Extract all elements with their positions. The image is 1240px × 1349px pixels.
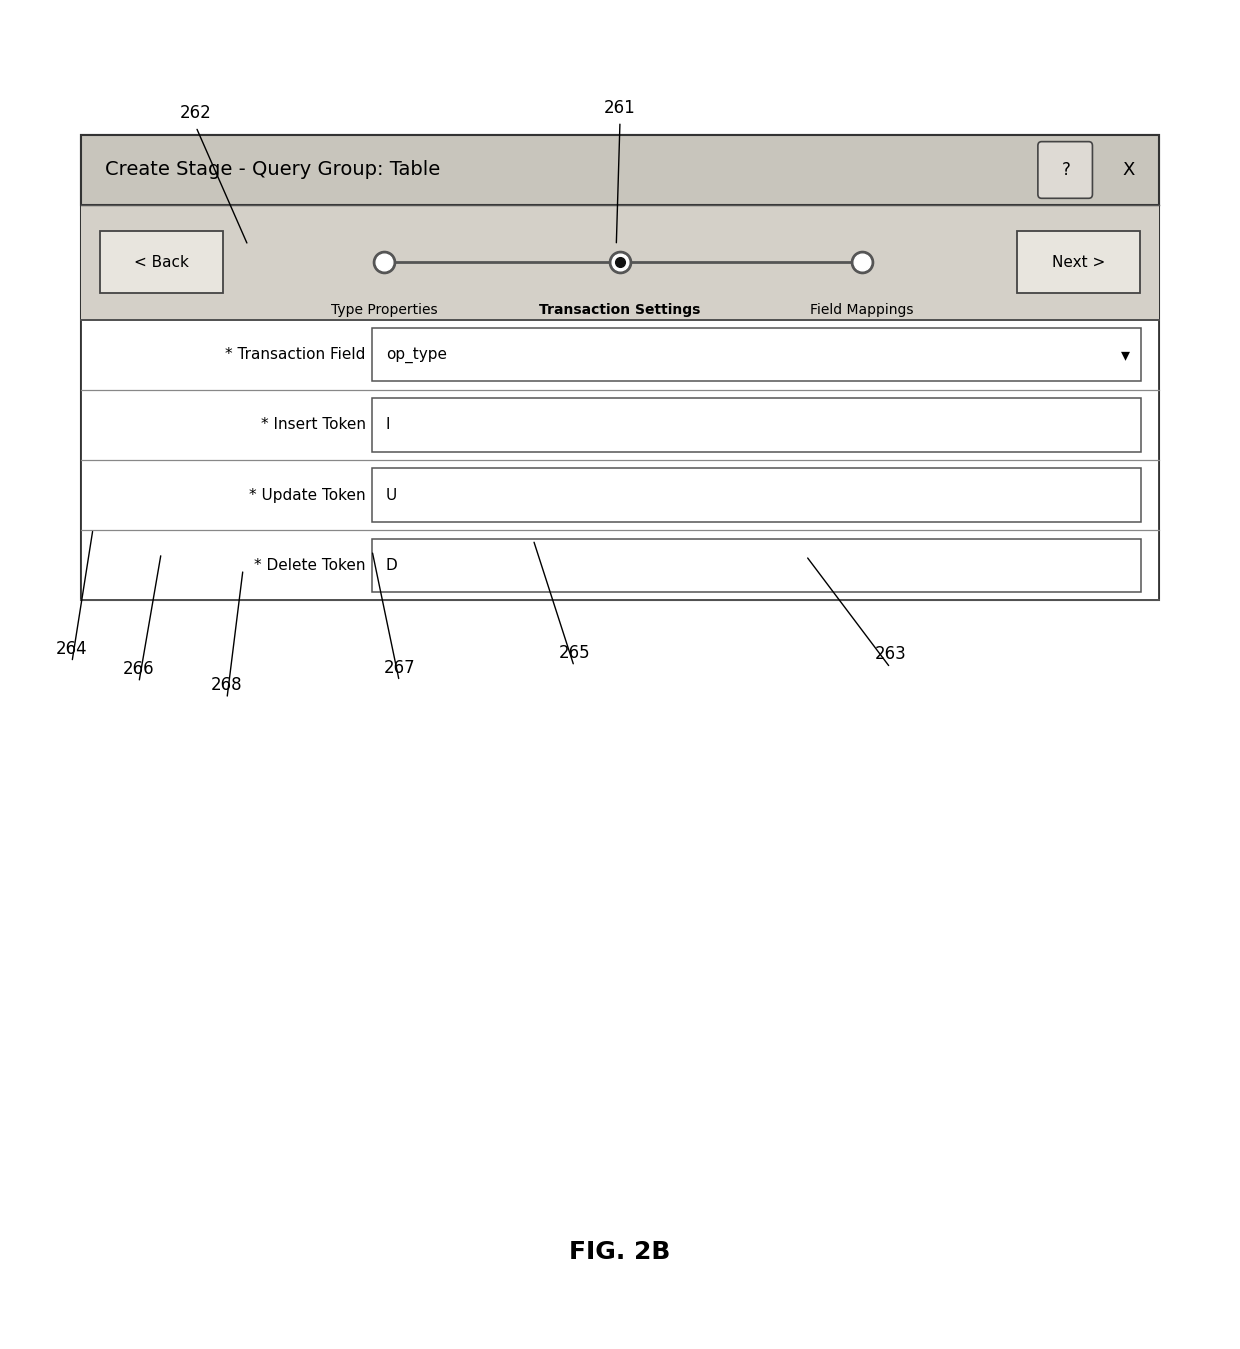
Text: Next >: Next >: [1052, 255, 1105, 270]
Text: U: U: [386, 487, 397, 503]
Text: Field Mappings: Field Mappings: [810, 304, 914, 317]
Text: 267: 267: [383, 658, 415, 677]
Text: * Update Token: * Update Token: [249, 487, 366, 503]
Text: X: X: [1122, 161, 1135, 179]
Text: ?: ?: [1061, 161, 1071, 179]
FancyBboxPatch shape: [81, 320, 1159, 600]
Text: I: I: [386, 417, 391, 433]
FancyBboxPatch shape: [81, 205, 1159, 320]
FancyBboxPatch shape: [100, 232, 223, 294]
Text: 262: 262: [180, 104, 212, 123]
Text: 261: 261: [604, 98, 636, 117]
Text: 266: 266: [123, 660, 155, 679]
Text: 264: 264: [56, 639, 88, 658]
Text: 268: 268: [211, 676, 243, 695]
FancyBboxPatch shape: [372, 538, 1141, 592]
FancyBboxPatch shape: [1017, 232, 1140, 294]
FancyBboxPatch shape: [372, 468, 1141, 522]
FancyBboxPatch shape: [81, 135, 1159, 600]
Text: ▾: ▾: [1121, 345, 1130, 364]
Text: 265: 265: [558, 643, 590, 662]
Text: Type Properties: Type Properties: [331, 304, 438, 317]
Text: D: D: [386, 557, 397, 573]
FancyBboxPatch shape: [372, 328, 1141, 382]
Text: < Back: < Back: [134, 255, 190, 270]
Text: Create Stage - Query Group: Table: Create Stage - Query Group: Table: [105, 161, 440, 179]
FancyBboxPatch shape: [81, 135, 1159, 205]
FancyBboxPatch shape: [1038, 142, 1092, 198]
Text: op_type: op_type: [386, 347, 446, 363]
Text: Transaction Settings: Transaction Settings: [539, 304, 701, 317]
Text: FIG. 2B: FIG. 2B: [569, 1240, 671, 1264]
Text: * Transaction Field: * Transaction Field: [226, 347, 366, 363]
Text: 263: 263: [874, 645, 906, 664]
Text: * Delete Token: * Delete Token: [254, 557, 366, 573]
Text: * Insert Token: * Insert Token: [260, 417, 366, 433]
FancyBboxPatch shape: [372, 398, 1141, 452]
